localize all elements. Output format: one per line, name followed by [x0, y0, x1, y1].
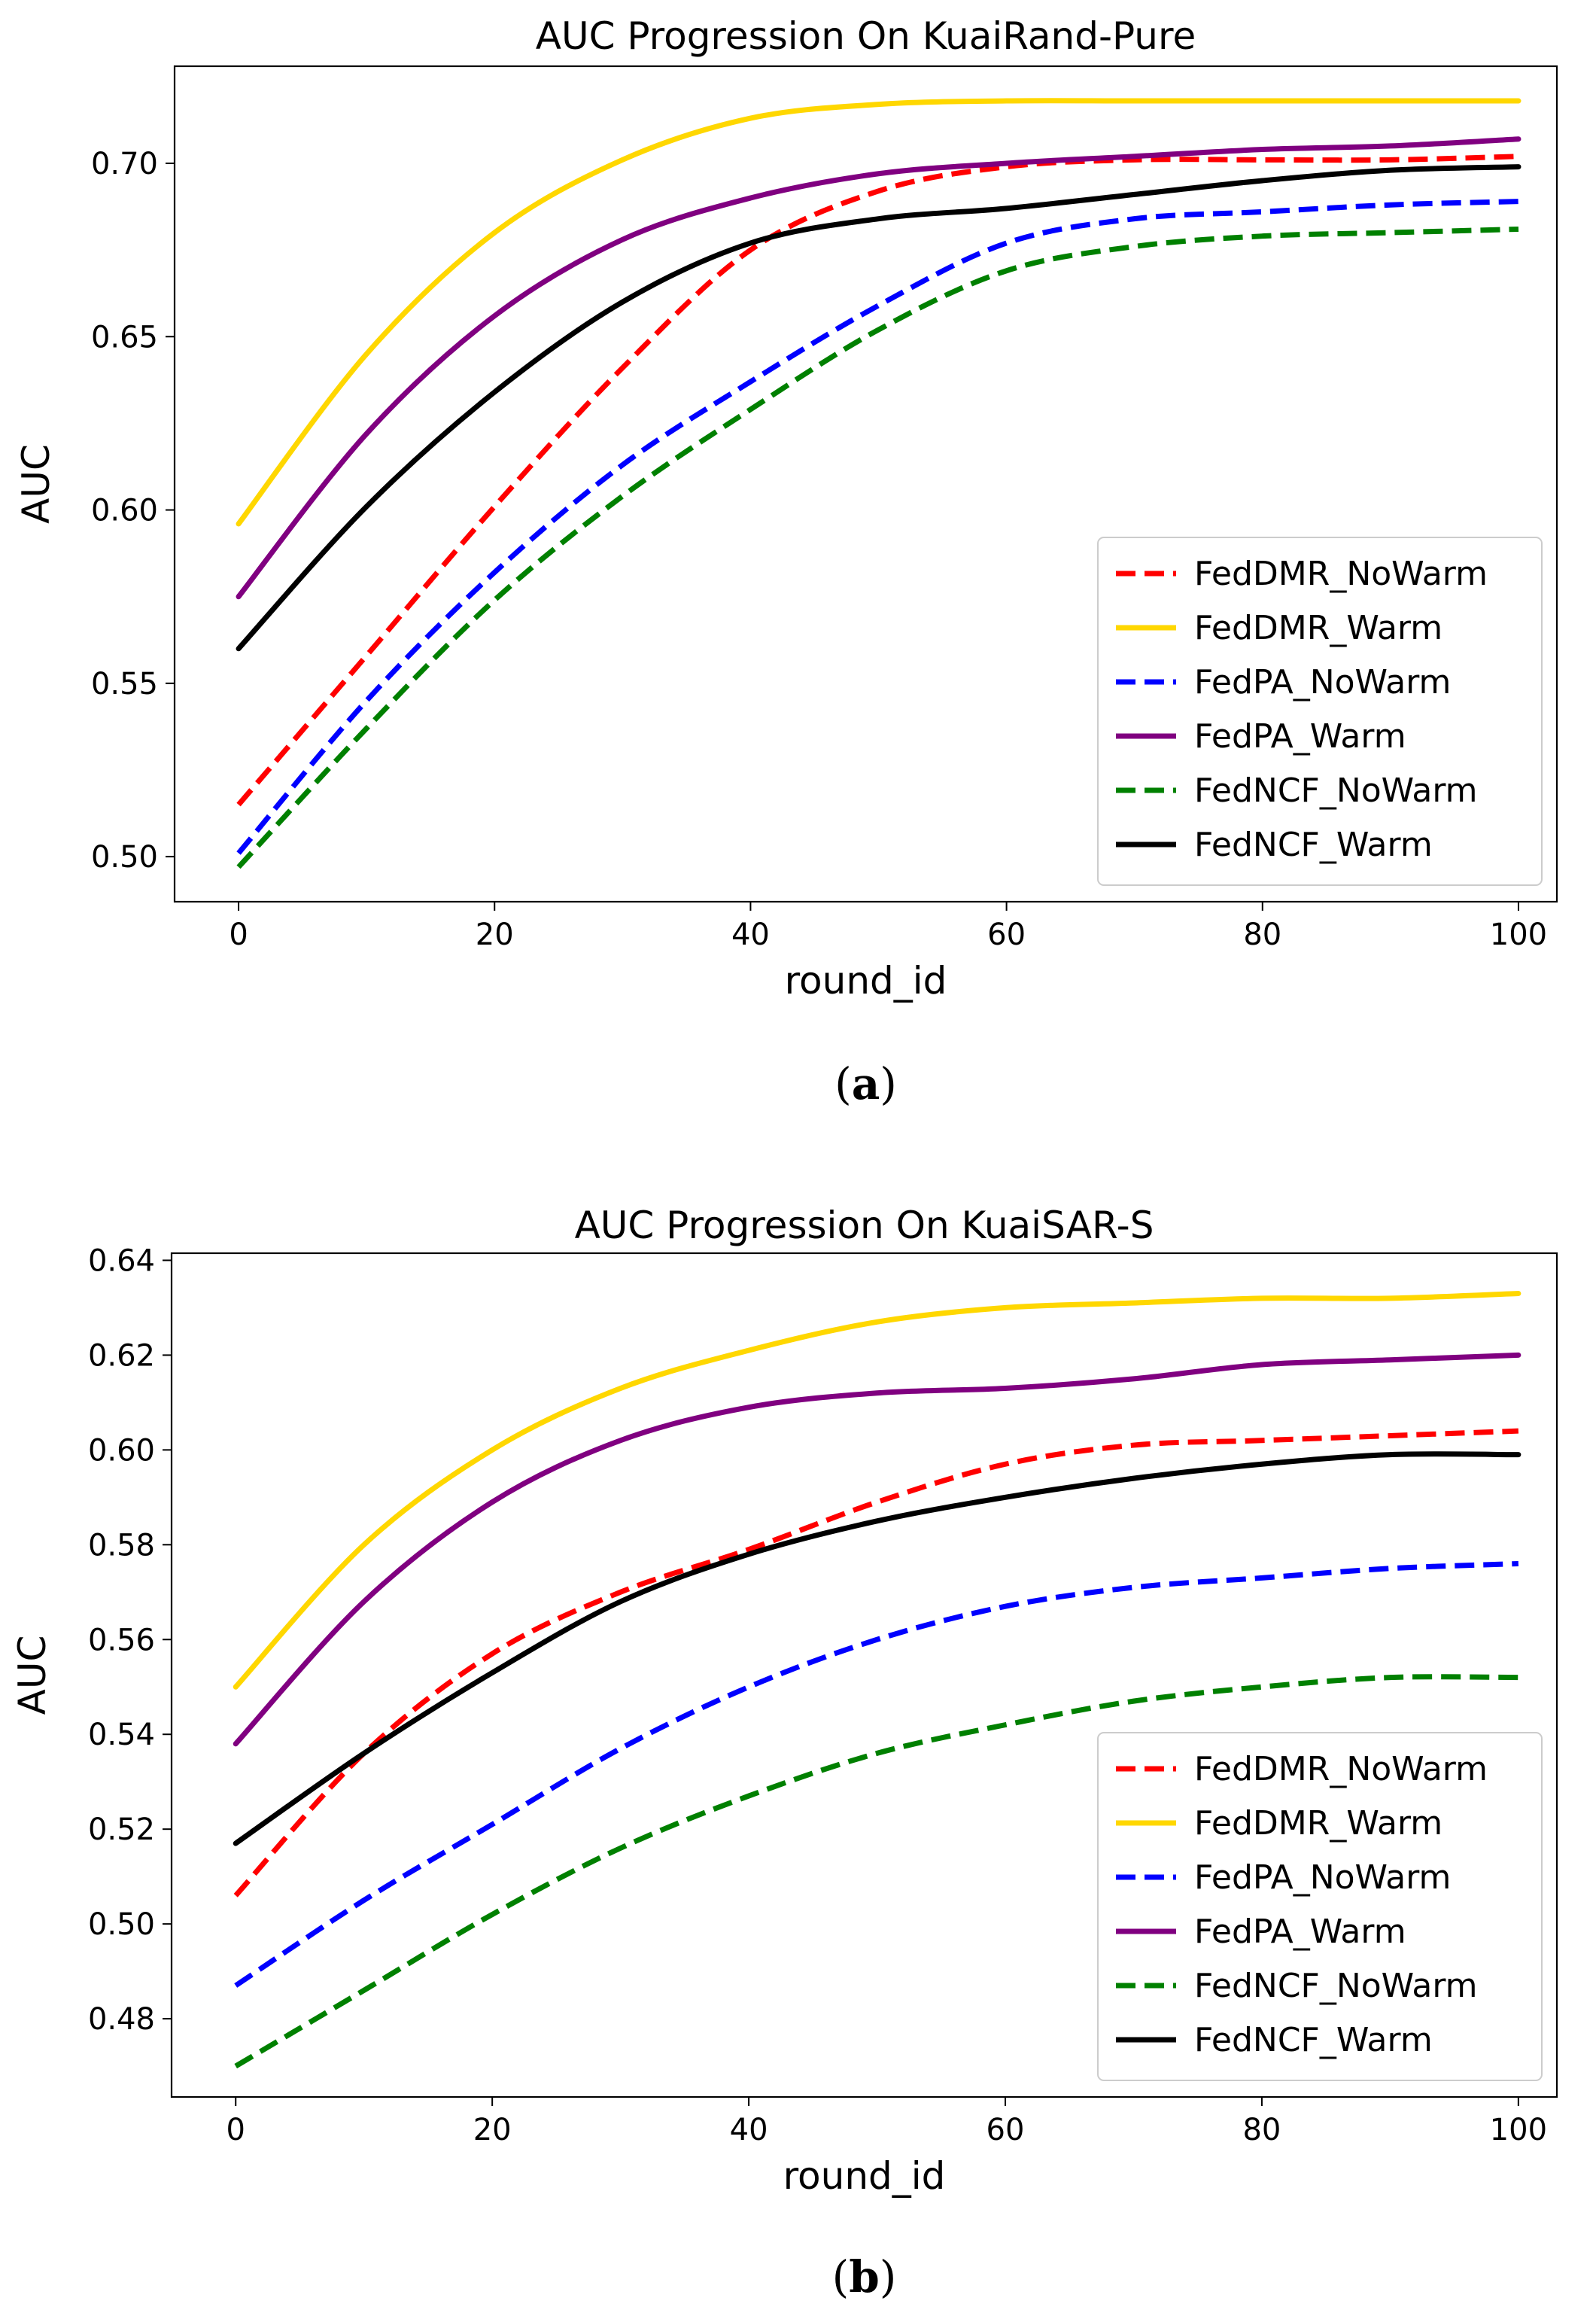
caption-letter: a: [852, 1058, 880, 1109]
x-tick-label: 80: [1242, 2113, 1281, 2147]
x-tick-label: 20: [473, 2113, 512, 2147]
x-axis-label: round_id: [783, 2154, 946, 2198]
series-line-FedDMR_NoWarm: [236, 154, 1519, 807]
x-tick-label: 40: [731, 918, 770, 952]
legend-entry: FedDMR_NoWarm: [1194, 1750, 1488, 1788]
series-line-FedPA_NoWarm: [236, 199, 1519, 855]
x-axis-label: round_id: [785, 959, 947, 1003]
legend-entry: FedNCF_Warm: [1194, 826, 1433, 864]
legend-entry: FedDMR_NoWarm: [1194, 555, 1488, 593]
legend-entry: FedPA_NoWarm: [1194, 1858, 1451, 1897]
series-line-FedDMR_Warm: [233, 1291, 1522, 1690]
caption-letter: b: [849, 2251, 880, 2302]
y-tick-label: 0.50: [91, 840, 158, 875]
legend-entry: FedNCF_Warm: [1194, 2021, 1433, 2059]
legend-entry: FedPA_Warm: [1194, 1913, 1406, 1951]
caption-open: (: [834, 1058, 852, 1109]
x-tick-label: 100: [1490, 2113, 1547, 2147]
y-tick-label: 0.55: [91, 667, 158, 701]
series-line-FedNCF_Warm: [236, 164, 1522, 652]
x-tick-label: 60: [987, 918, 1026, 952]
legend-box: [1097, 537, 1543, 886]
panel-caption: (a): [834, 1058, 897, 1109]
y-tick-label: 0.64: [88, 1243, 155, 1278]
legend-entry: FedPA_NoWarm: [1194, 663, 1451, 701]
legend-entry: FedPA_Warm: [1194, 717, 1406, 756]
legend-entry: FedDMR_Warm: [1194, 1804, 1442, 1843]
series-lines: [236, 98, 1522, 869]
chart-title: AUC Progression On KuaiSAR-S: [575, 1204, 1154, 1247]
caption-open: (: [832, 2251, 850, 2302]
y-tick-label: 0.48: [88, 2002, 155, 2037]
legend: FedDMR_NoWarm FedDMR_Warm FedPA_NoWarm FedP…: [1097, 537, 1543, 886]
series-line-FedPA_NoWarm: [234, 1561, 1518, 1988]
chart-panel-1: AUC Progression On KuaiSAR-S 0 20 40 60 80 100…: [11, 1204, 1558, 2302]
x-tick-label: 100: [1490, 918, 1547, 952]
series-line-FedPA_Warm: [236, 136, 1522, 600]
x-tick-label: 40: [730, 2113, 768, 2147]
series-line-FedDMR_Warm: [236, 98, 1522, 527]
series-line-FedNCF_Warm: [233, 1451, 1522, 1846]
y-tick-label: 0.52: [88, 1812, 155, 1847]
legend-entry: FedNCF_NoWarm: [1194, 771, 1478, 810]
x-tick-label: 80: [1243, 918, 1281, 952]
legend-entry: FedDMR_Warm: [1194, 609, 1442, 647]
y-tick-label: 0.60: [88, 1433, 155, 1468]
series-line-FedNCF_NoWarm: [236, 226, 1519, 869]
x-tick-label: 60: [986, 2113, 1025, 2147]
series-line-FedNCF_NoWarm: [234, 1674, 1518, 2069]
axes-frame: [170, 1252, 1558, 2098]
y-tick-label: 0.70: [91, 147, 158, 181]
y-tick-label: 0.65: [91, 320, 158, 355]
y-tick-label: 0.50: [88, 1907, 155, 1942]
legend-entry: FedNCF_NoWarm: [1194, 1967, 1478, 2005]
panel-caption: (b): [832, 2251, 897, 2302]
caption-close: ): [880, 2251, 897, 2302]
y-tick-label: 0.56: [88, 1623, 155, 1657]
y-tick-label: 0.62: [88, 1338, 155, 1373]
legend: FedDMR_NoWarm FedDMR_Warm FedPA_NoWarm FedP…: [1097, 1732, 1543, 2081]
y-axis-label: AUC: [14, 444, 58, 524]
series-line-FedPA_Warm: [233, 1352, 1522, 1747]
legend-box: [1097, 1732, 1543, 2081]
y-axis-label: AUC: [11, 1636, 54, 1715]
x-tick-label: 0: [229, 918, 248, 952]
y-tick-label: 0.54: [88, 1718, 155, 1752]
y-tick-label: 0.60: [91, 494, 158, 528]
series-lines: [233, 1291, 1522, 2069]
axes-frame: [173, 65, 1558, 903]
chart-title: AUC Progression On KuaiRand-Pure: [536, 14, 1196, 58]
x-tick-label: 20: [476, 918, 514, 952]
x-tick-label: 0: [226, 2113, 245, 2147]
caption-close: ): [880, 1058, 897, 1109]
chart-panel-0: AUC Progression On KuaiRand-Pure 0 20 40 60 8…: [14, 14, 1558, 1109]
y-tick-label: 0.58: [88, 1528, 155, 1563]
